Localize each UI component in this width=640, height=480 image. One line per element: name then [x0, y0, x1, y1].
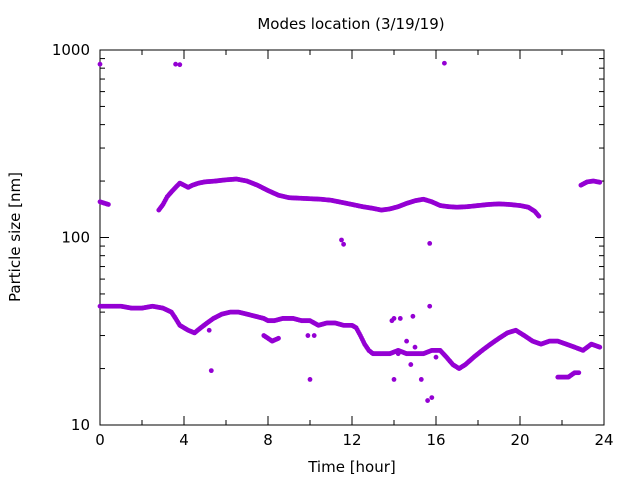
y-tick-label: 10 — [71, 416, 90, 434]
y-axis: 10 100 1000 — [52, 41, 604, 434]
data-point — [442, 60, 447, 66]
data-point — [311, 333, 317, 338]
data-point — [429, 395, 435, 400]
data-point — [597, 179, 603, 185]
plot-frame — [99, 49, 605, 426]
data-point — [389, 318, 395, 324]
data-point — [412, 344, 418, 350]
x-tick-label: 8 — [263, 431, 273, 449]
data-point — [173, 61, 179, 67]
data-point — [97, 61, 103, 67]
y-tick-label: 100 — [61, 229, 90, 247]
data-point — [397, 316, 403, 321]
data-point — [433, 354, 439, 360]
data-point — [408, 362, 414, 367]
x-tick-label: 12 — [342, 431, 361, 449]
data-point — [425, 398, 430, 403]
data-points — [97, 60, 603, 403]
data-point — [395, 351, 401, 357]
data-point — [341, 241, 346, 247]
x-tick-label: 0 — [95, 431, 105, 449]
data-point — [427, 241, 433, 246]
x-tick-label: 16 — [426, 431, 445, 449]
data-point — [418, 377, 424, 382]
data-point — [410, 313, 416, 319]
x-axis-label: Time [hour] — [307, 458, 396, 476]
data-point — [597, 344, 603, 350]
data-point — [276, 335, 281, 341]
data-point — [177, 62, 183, 68]
x-axis: 0 4 8 12 16 20 24 — [95, 50, 614, 449]
data-point — [339, 237, 344, 243]
x-tick-label: 4 — [179, 431, 189, 449]
y-axis-label: Particle size [nm] — [6, 172, 24, 302]
chart-title: Modes location (3/19/19) — [257, 15, 444, 33]
data-point — [208, 368, 214, 374]
data-point — [536, 213, 542, 219]
data-point — [391, 377, 397, 382]
data-point — [404, 338, 409, 344]
data-point — [305, 333, 311, 338]
y-tick-label: 1000 — [52, 41, 90, 59]
data-point — [307, 377, 313, 382]
x-tick-label: 24 — [594, 431, 613, 449]
x-tick-label: 20 — [510, 431, 529, 449]
data-point — [427, 303, 433, 309]
data-point — [106, 202, 111, 207]
data-point — [206, 327, 212, 333]
data-point — [576, 370, 582, 376]
